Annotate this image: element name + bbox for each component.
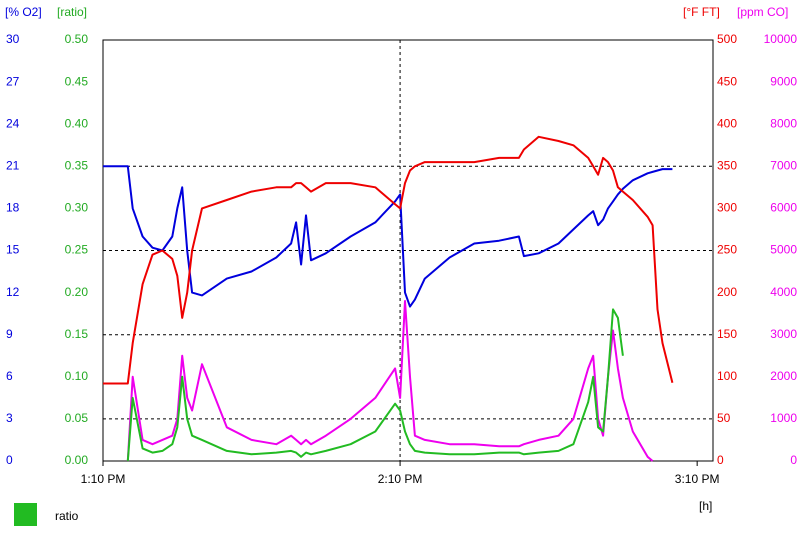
y-tick-label: 0.15: [65, 327, 89, 341]
axis-label: [ratio]: [57, 5, 87, 19]
y-tick-label: 150: [717, 327, 737, 341]
y-tick-label: 2000: [770, 369, 797, 383]
x-tick-label: 2:10 PM: [378, 472, 423, 486]
series-line: [103, 165, 673, 308]
x-unit: [h]: [699, 499, 712, 513]
y-tick-label: 0.30: [65, 201, 89, 215]
x-tick-label: 3:10 PM: [675, 472, 720, 486]
y-tick-label: 9000: [770, 74, 797, 88]
y-tick-label: 0.35: [65, 158, 89, 172]
y-tick-label: 0.50: [65, 32, 89, 46]
series-line: [103, 135, 674, 385]
y-tick-label: 0: [6, 453, 13, 467]
y-tick-label: 100: [717, 369, 737, 383]
y-tick-label: 300: [717, 201, 737, 215]
y-tick-label: 8000: [770, 116, 797, 130]
y-tick-label: 27: [6, 74, 20, 88]
y-tick-label: 400: [717, 116, 737, 130]
y-tick-label: 1000: [770, 411, 797, 425]
y-tick-label: 7000: [770, 158, 797, 172]
y-tick-label: 0.40: [65, 116, 89, 130]
y-tick-label: 15: [6, 243, 20, 257]
y-tick-label: 350: [717, 158, 737, 172]
y-tick-label: 0.20: [65, 285, 89, 299]
y-tick-label: 10000: [764, 32, 798, 46]
y-tick-label: 4000: [770, 285, 797, 299]
legend-swatch: [14, 503, 37, 526]
y-tick-label: 12: [6, 285, 20, 299]
plot-frame: [102, 39, 714, 462]
series-line: [126, 308, 624, 462]
y-tick-label: 5000: [770, 243, 797, 257]
y-tick-label: 0: [717, 453, 724, 467]
y-tick-label: 3000: [770, 327, 797, 341]
y-tick-label: 50: [717, 411, 731, 425]
y-tick-label: 21: [6, 158, 20, 172]
axis-label: [°F FT]: [683, 5, 720, 19]
y-tick-label: 0: [790, 453, 797, 467]
y-tick-label: 9: [6, 327, 13, 341]
y-tick-label: 0.00: [65, 453, 89, 467]
y-tick-label: 18: [6, 201, 20, 215]
legend-label: ratio: [55, 509, 79, 523]
y-tick-label: 0.45: [65, 74, 89, 88]
y-tick-label: 500: [717, 32, 737, 46]
y-tick-label: 250: [717, 243, 737, 257]
axis-label: [ppm CO]: [737, 5, 788, 19]
series-line: [126, 300, 654, 462]
y-tick-label: 0.05: [65, 411, 89, 425]
y-tick-label: 3: [6, 411, 13, 425]
y-tick-label: 6: [6, 369, 13, 383]
y-tick-label: 24: [6, 116, 20, 130]
y-tick-label: 6000: [770, 201, 797, 215]
y-tick-label: 30: [6, 32, 20, 46]
y-tick-label: 200: [717, 285, 737, 299]
x-tick-label: 1:10 PM: [81, 472, 126, 486]
y-tick-label: 0.10: [65, 369, 89, 383]
axis-label: [% O2]: [5, 5, 42, 19]
y-tick-label: 0.25: [65, 243, 89, 257]
y-tick-label: 450: [717, 74, 737, 88]
